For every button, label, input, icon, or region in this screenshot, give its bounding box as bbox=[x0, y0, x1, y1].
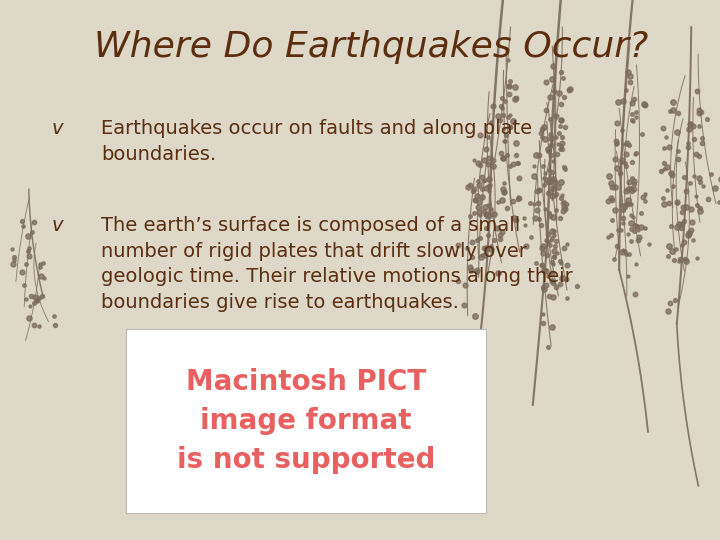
Text: Where Do Earthquakes Occur?: Where Do Earthquakes Occur? bbox=[94, 30, 648, 64]
Text: Macintosh PICT
image format
is not supported: Macintosh PICT image format is not suppo… bbox=[177, 368, 435, 474]
Text: v: v bbox=[52, 119, 63, 138]
Text: v: v bbox=[52, 216, 63, 235]
Text: Earthquakes occur on faults and along plate
boundaries.: Earthquakes occur on faults and along pl… bbox=[101, 119, 532, 164]
Text: The earth’s surface is composed of a small
number of rigid plates that drift slo: The earth’s surface is composed of a sma… bbox=[101, 216, 572, 312]
FancyBboxPatch shape bbox=[126, 329, 486, 513]
